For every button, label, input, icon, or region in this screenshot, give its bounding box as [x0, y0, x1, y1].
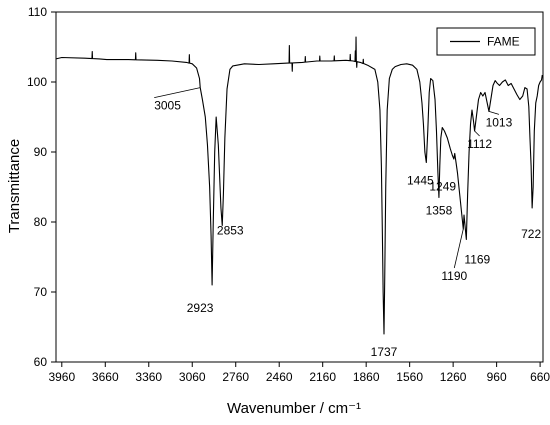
- peak-label-1249: 1249: [429, 179, 456, 193]
- y-tick-label: 70: [34, 285, 48, 299]
- y-tick-label: 100: [27, 75, 47, 89]
- x-tick-label: 1560: [396, 370, 423, 384]
- peak-label-1190: 1190: [441, 269, 467, 283]
- peak-label-722: 722: [521, 227, 541, 241]
- x-tick-label: 660: [530, 370, 550, 384]
- peak-label-2853: 2853: [217, 224, 244, 238]
- peak-label-1737: 1737: [371, 345, 398, 359]
- x-tick-label: 2460: [266, 370, 293, 384]
- x-tick-label: 2160: [309, 370, 336, 384]
- y-tick-label: 60: [34, 355, 48, 369]
- peak-label-1358: 1358: [426, 204, 453, 218]
- y-tick-label: 90: [34, 145, 48, 159]
- peak-label-2923: 2923: [187, 301, 214, 315]
- x-tick-label: 3660: [92, 370, 119, 384]
- y-tick-label: 110: [28, 5, 47, 19]
- x-axis-title: Wavenumber / cm⁻¹: [227, 400, 361, 417]
- peak-label-1169: 1169: [464, 253, 490, 267]
- peak-label-3005: 3005: [154, 99, 181, 113]
- y-axis-title: Transmittance: [6, 139, 23, 233]
- peak-label-1112: 1112: [467, 137, 492, 151]
- x-tick-label: 3960: [48, 370, 75, 384]
- x-tick-label: 1860: [353, 370, 380, 384]
- y-tick-label: 80: [34, 215, 48, 229]
- legend: FAME: [437, 28, 535, 55]
- legend-label-fame: FAME: [487, 35, 520, 49]
- x-tick-label: 1260: [440, 370, 467, 384]
- peak-label-1013: 1013: [486, 115, 513, 129]
- x-tick-label: 960: [487, 370, 507, 384]
- x-tick-label: 2760: [222, 370, 249, 384]
- x-tick-label: 3060: [179, 370, 206, 384]
- x-tick-label: 3360: [135, 370, 162, 384]
